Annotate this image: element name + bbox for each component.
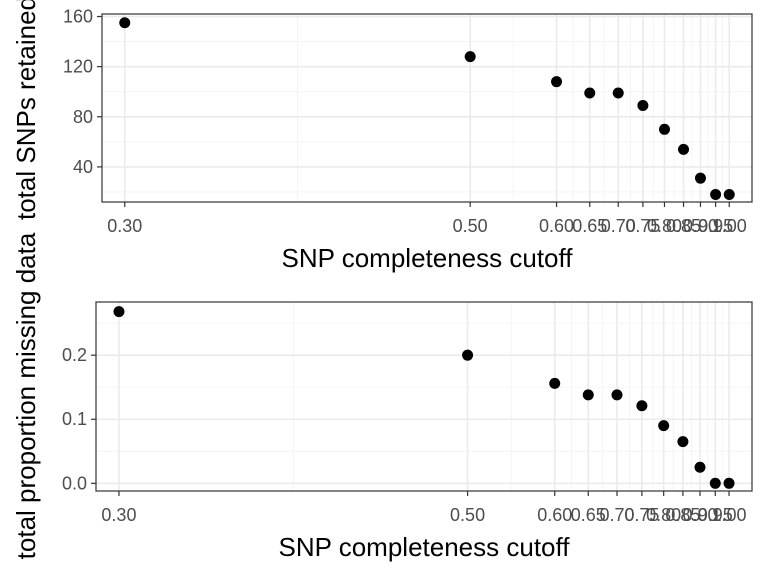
snps-retained-data-point [119,17,131,29]
snps-retained-x-tick-label: 0.80 [647,216,682,236]
missing-data-data-point [709,477,721,489]
snps-retained-data-point [551,76,563,88]
snps-retained-x-tick-label: 1.00 [712,216,747,236]
snps-retained-data-point [658,123,670,135]
missing-data-data-point [462,349,474,361]
missing-data-x-tick-label: 0.50 [450,505,485,525]
missing-data-x-tick-label: 0.30 [101,505,136,525]
missing-data-x-axis-title: SNP completeness cutoff [279,532,571,562]
snps-retained-panel-border [101,13,753,203]
snps-retained-x-tick-label: 0.65 [572,216,607,236]
missing-data-y-tick-label: 0.2 [62,345,87,365]
missing-data-y-tick-label: 0.0 [62,473,87,493]
snps-retained-x-tick-label: 0.95 [698,216,733,236]
missing-data-data-point [113,306,125,318]
snps-retained-x-tick-label: 0.60 [539,216,574,236]
missing-data-x-tick-label: 0.70 [599,505,634,525]
missing-data-x-tick-label: 0.80 [646,505,681,525]
missing-data-x-tick-label: 0.95 [698,505,733,525]
snps-retained-data-point [637,99,649,111]
snps-retained-data-point [694,172,706,184]
snps-retained-data-point [584,87,596,99]
snps-retained-x-tick-label: 0.30 [107,216,142,236]
missing-data-data-point [549,377,561,389]
missing-data-y-axis-title: total proportion missing data [11,232,41,559]
missing-data-data-point [611,389,623,401]
snps-retained-x-tick-label: 0.75 [625,216,660,236]
missing-data-x-tick-label: 1.00 [712,505,747,525]
missing-data-x-tick-label: 0.75 [624,505,659,525]
snps-retained-y-tick-label: 40 [73,157,93,177]
missing-data-panel-border [95,301,753,492]
missing-data-data-point [636,400,648,412]
missing-data-panel: 0.30 0.50 0.600.650.700.750.800.850.900.95… [11,232,753,562]
snps-retained-data-point [612,87,624,99]
missing-data-x-tick-label: 0.60 [537,505,572,525]
missing-data-x-tick-label: 0.85 [665,505,700,525]
snps-retained-y-axis-title: total SNPs retained [11,0,41,220]
missing-data-data-point [677,436,689,448]
snps-retained-data-point [678,143,690,155]
snps-retained-x-tick-label: 0.50 [453,216,488,236]
snps-retained-data-point [464,51,476,63]
missing-data-data-point [582,389,594,401]
snps-retained-y-tick-label: 120 [63,57,93,77]
missing-data-y-tick-label: 0.1 [62,409,87,429]
snps-retained-data-point [723,188,735,200]
missing-data-data-point [723,477,735,489]
snps-retained-y-tick-label: 80 [73,107,93,127]
snps-retained-y-tick-label: 160 [63,7,93,27]
snps-retained-panel: 0.30 0.50 0.600.650.700.750.800.850.900.95… [11,0,753,273]
snps-retained-data-point [710,188,722,200]
snps-retained-x-tick-label: 0.90 [683,216,718,236]
snps-retained-x-tick-label: 0.85 [666,216,701,236]
snps-retained-x-tick-label: 0.70 [601,216,636,236]
snps-retained-x-axis-title: SNP completeness cutoff [282,243,574,273]
missing-data-data-point [658,420,670,432]
missing-data-data-point [694,461,706,473]
missing-data-x-tick-label: 0.65 [571,505,606,525]
missing-data-x-tick-label: 0.90 [682,505,717,525]
